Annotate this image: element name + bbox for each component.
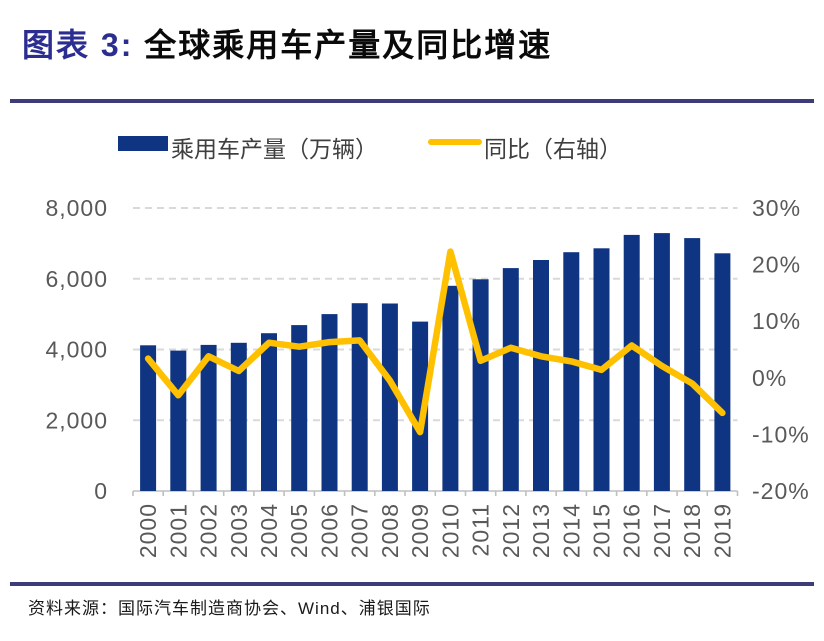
right-axis-tick-label: 30% [752,195,801,221]
chart-title: 图表 3: 全球乘用车产量及同比增速 [22,20,552,66]
bar-2016 [623,234,640,491]
bar-2019 [714,253,731,491]
x-axis-label-2009: 2009 [407,503,433,558]
bar-2001 [170,350,187,491]
x-axis-label-2014: 2014 [558,503,584,558]
x-axis-label-2007: 2007 [347,503,373,558]
x-axis-label-2011: 2011 [468,503,494,556]
left-axis-tick-label: 0 [94,478,108,504]
chart-title-text: 全球乘用车产量及同比增速 [144,27,553,63]
right-axis-tick-label: -10% [752,421,810,447]
x-axis-label-2008: 2008 [377,503,403,558]
x-axis-label-2019: 2019 [709,503,735,558]
bar-2018 [684,238,701,491]
bar-2014 [563,252,580,491]
legend-line-swatch [428,139,482,145]
bar-2000 [140,345,157,491]
right-axis-tick-label: 10% [752,308,801,334]
left-axis-tick-label: 2,000 [45,407,108,433]
bar-2013 [533,260,549,491]
x-axis-label-2002: 2002 [196,503,222,558]
x-axis-label-2004: 2004 [256,503,282,558]
x-axis-label-2010: 2010 [437,503,463,558]
right-axis-tick-label: -20% [752,478,810,504]
x-axis-label-2018: 2018 [679,503,705,558]
bar-2011 [472,279,489,491]
bar-2008 [381,303,398,491]
right-axis-tick-label: 0% [752,365,787,391]
legend-line-label: 同比（右轴） [484,136,622,162]
x-axis-label-2016: 2016 [619,503,645,558]
bar-2005 [291,325,308,491]
yoy-line [144,248,726,436]
x-axis-label-2006: 2006 [317,503,343,558]
bar-2009 [412,321,429,491]
right-axis-tick-label: 20% [752,252,801,278]
left-axis-tick-label: 8,000 [45,195,108,221]
x-axis-label-2001: 2001 [165,503,191,558]
x-axis-label-2015: 2015 [589,503,615,558]
bar-2006 [321,314,338,491]
x-axis-label-2005: 2005 [286,503,312,558]
source-note: 资料来源：国际汽车制造商协会、Wind、浦银国际 [28,599,431,618]
bar-2007 [351,303,368,491]
bottom-divider [10,582,814,586]
bar-2004 [261,333,277,491]
legend-bar-label: 乘用车产量（万辆） [171,136,378,162]
x-axis-label-2017: 2017 [649,503,675,558]
left-axis-tick-label: 4,000 [45,337,108,363]
x-axis-label-2003: 2003 [226,503,252,558]
left-axis-tick-label: 6,000 [45,266,108,292]
bar-2012 [502,268,519,491]
bar-2010 [442,285,459,491]
legend-bar-swatch [118,136,168,151]
bar-2003 [230,342,247,491]
chart-title-number: 图表 3: [22,27,134,63]
x-axis-label-2013: 2013 [528,503,554,558]
top-divider [10,99,814,103]
x-axis-label-2012: 2012 [498,503,524,558]
bar-2002 [200,344,217,491]
x-axis-label-2000: 2000 [135,503,161,558]
